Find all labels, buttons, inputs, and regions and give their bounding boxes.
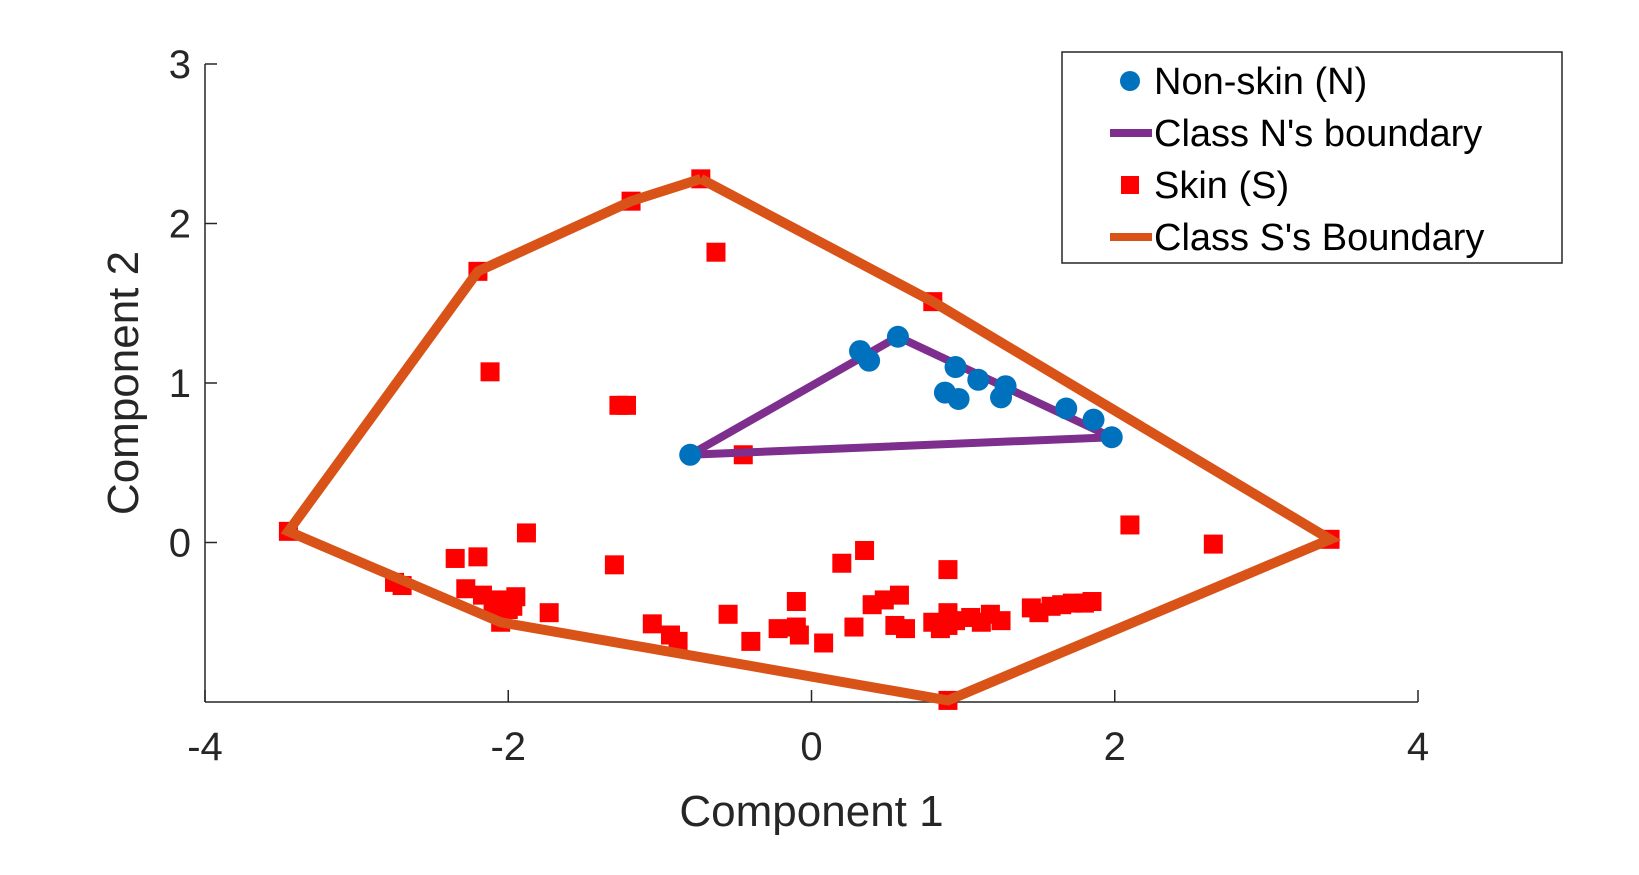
data-point-skin-s — [480, 362, 500, 382]
data-point-skin-s — [642, 614, 662, 634]
data-point-skin-s — [1120, 515, 1140, 535]
legend-label-skin-s: Skin (S) — [1154, 165, 1289, 207]
data-point-skin-s — [938, 560, 958, 580]
y-axis-label: Component 2 — [99, 251, 148, 515]
data-point-non-skin-n — [967, 368, 990, 391]
plot-area — [278, 169, 1342, 710]
legend-label-class-n-s-boundary: Class N's boundary — [1154, 113, 1482, 155]
y-tick-label: 1 — [169, 362, 191, 406]
data-point-skin-s — [668, 631, 688, 651]
data-point-skin-s — [1203, 534, 1223, 554]
legend-swatch-non-skin-n — [1120, 71, 1140, 91]
x-tick-label: -2 — [490, 725, 526, 769]
data-point-skin-s — [874, 590, 894, 610]
data-point-skin-s — [896, 619, 916, 639]
y-tick-label: 2 — [169, 203, 191, 247]
y-tick-label: 0 — [169, 522, 191, 566]
data-point-skin-s — [889, 585, 909, 605]
data-point-skin-s — [789, 625, 809, 645]
legend-label-class-s-s-boundary: Class S's Boundary — [1154, 217, 1484, 259]
x-tick-label: 0 — [800, 725, 822, 769]
data-point-skin-s — [516, 523, 536, 543]
data-point-skin-s — [946, 611, 966, 631]
y-ticks: 0 1 2 3 — [169, 43, 217, 566]
data-point-non-skin-n — [858, 349, 881, 372]
data-point-skin-s — [718, 604, 738, 624]
data-point-skin-s — [1082, 592, 1102, 612]
data-point-skin-s — [539, 603, 559, 623]
data-point-non-skin-n — [1082, 408, 1105, 431]
y-tick-label: 3 — [169, 43, 191, 87]
data-point-skin-s — [832, 553, 852, 573]
data-point-non-skin-n — [1055, 397, 1078, 420]
data-point-skin-s — [786, 592, 806, 612]
series-line-class-s-s-boundary — [280, 174, 1342, 706]
legend-label-non-skin-n: Non-skin (N) — [1154, 61, 1367, 103]
data-point-non-skin-n — [679, 443, 702, 466]
data-point-skin-s — [604, 555, 624, 575]
data-point-skin-s — [445, 548, 465, 568]
data-point-non-skin-n — [944, 356, 967, 379]
data-point-skin-s — [991, 611, 1011, 631]
data-point-skin-s — [768, 619, 788, 639]
data-point-skin-s — [617, 395, 637, 415]
data-point-skin-s — [855, 540, 875, 560]
data-point-non-skin-n — [990, 386, 1013, 409]
data-point-skin-s — [468, 547, 488, 567]
data-point-non-skin-n — [1100, 426, 1123, 449]
x-axis-label: Component 1 — [679, 787, 943, 836]
data-point-non-skin-n — [947, 387, 970, 410]
data-point-skin-s — [483, 595, 503, 615]
x-tick-label: -4 — [187, 725, 223, 769]
x-tick-label: 2 — [1104, 725, 1126, 769]
data-point-skin-s — [844, 617, 864, 637]
data-point-skin-s — [741, 631, 761, 651]
legend: Non-skin (N) Class N's boundary Skin (S) Cl… — [1061, 51, 1563, 264]
data-point-skin-s — [456, 579, 476, 599]
legend-box — [1061, 51, 1563, 264]
data-point-skin-s — [706, 242, 726, 262]
data-point-non-skin-n — [886, 325, 909, 348]
x-ticks: -4 -2 0 2 4 — [187, 690, 1429, 769]
x-tick-label: 4 — [1407, 725, 1429, 769]
data-point-skin-s — [814, 633, 834, 653]
legend-swatch-skin-s — [1121, 176, 1139, 194]
